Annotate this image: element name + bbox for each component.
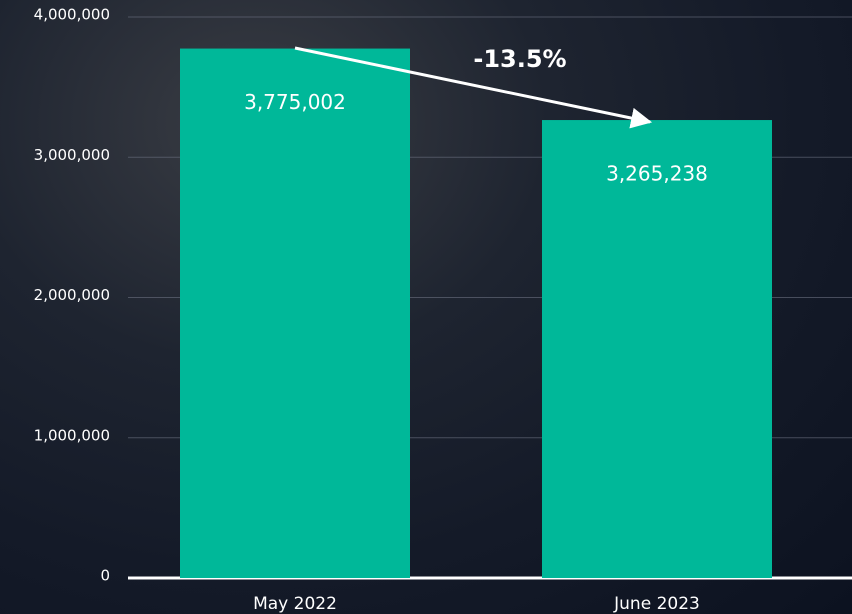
- plot: 0 1,000,000 2,000,000 3,000,000 4,000,000 3,7…: [34, 6, 852, 614]
- x-tick-label: June 2023: [613, 594, 700, 614]
- y-tick-label: 1,000,000: [34, 426, 110, 444]
- bar: [542, 120, 772, 579]
- value-label: 3,775,002: [244, 90, 346, 114]
- y-tick-label: 3,000,000: [34, 146, 110, 164]
- change-arrow: [294, 46, 653, 129]
- y-tick-label: 0: [100, 567, 110, 585]
- y-tick-label: 4,000,000: [34, 6, 110, 24]
- change-annotation: -13.5%: [473, 45, 566, 73]
- value-label: 3,265,238: [606, 162, 708, 186]
- y-tick-label: 2,000,000: [34, 286, 110, 304]
- x-tick-label: May 2022: [253, 594, 337, 614]
- bar: [180, 48, 410, 578]
